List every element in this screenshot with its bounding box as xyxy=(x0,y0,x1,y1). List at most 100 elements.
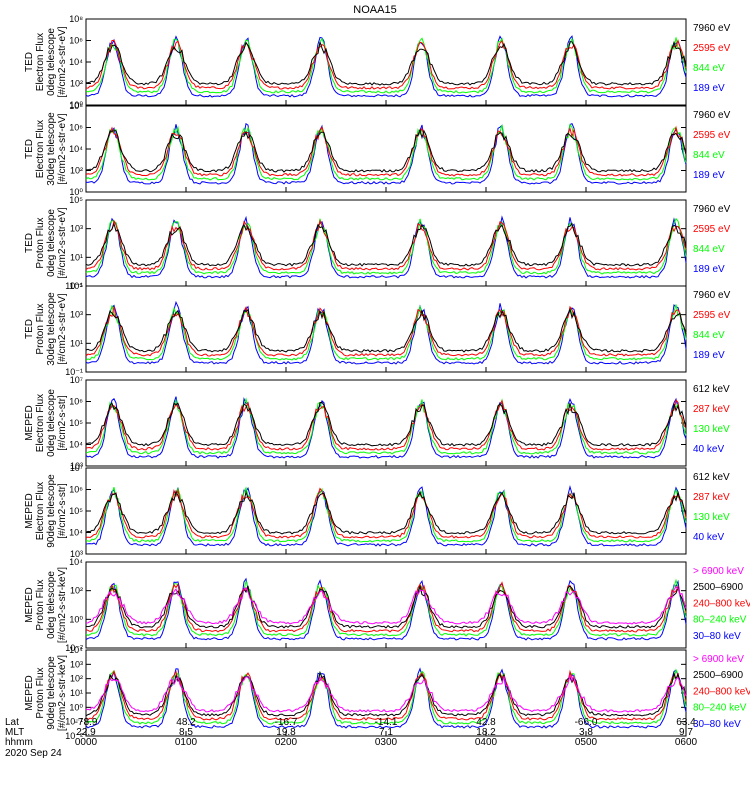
chart-title: NOAA15 xyxy=(353,4,396,16)
y-tick-label: 10⁴ xyxy=(69,528,83,538)
x-tick-hhmm: 0000 xyxy=(75,737,98,748)
x-tick-mlt: 19.8 xyxy=(276,727,296,738)
y-tick-label: 10¹ xyxy=(70,338,83,348)
panel-3: 10⁻¹ 10¹ 10³ 10⁵ TED Proton Flux 0deg telescop… xyxy=(24,195,731,291)
x-date: 2020 Sep 24 xyxy=(5,748,62,759)
series-line-magenta xyxy=(85,673,687,713)
legend-entry: 2595 eV xyxy=(693,310,731,321)
y-axis-label-line: TED xyxy=(24,139,35,159)
x-row-label-mlt: MLT xyxy=(5,727,24,738)
y-axis-label-line: [#/cm2-s-str-keV] xyxy=(57,655,68,731)
y-tick-label: 10² xyxy=(70,79,83,89)
y-tick-label: 10⁻¹ xyxy=(65,367,83,377)
y-tick-label: 10³ xyxy=(70,461,83,471)
series-line-blue xyxy=(85,35,687,98)
panel-1: 10⁰ 10² 10⁴ 10⁶ 10⁸ TED Electron Flux 0deg tele… xyxy=(24,14,731,110)
legend-entry: 7960 eV xyxy=(693,204,731,215)
panel-6: 10³ 10⁴ 10⁵ 10⁶ 10⁷ MEPED Electron Flux 90deg t… xyxy=(24,463,730,559)
y-tick-label: 10² xyxy=(70,586,83,596)
y-tick-label: 10⁻² xyxy=(65,643,83,653)
y-tick-label: 10⁷ xyxy=(70,463,83,473)
legend-entry: 189 eV xyxy=(693,264,725,275)
x-tick-mlt: 9.7 xyxy=(679,727,693,738)
y-axis-label-line: TED xyxy=(24,319,35,339)
series-line-black xyxy=(85,222,687,267)
y-axis-label-line: Electron Flux xyxy=(35,33,46,91)
series-line-black xyxy=(85,670,687,717)
series-line-red xyxy=(85,581,687,633)
y-tick-label: 10⁰ xyxy=(69,187,83,197)
x-tick-lat: -14.1 xyxy=(375,717,398,728)
series-line-black xyxy=(85,489,687,535)
legend-entry: 189 eV xyxy=(693,350,725,361)
legend-entry: 2595 eV xyxy=(693,224,731,235)
x-tick-lat: -16.7 xyxy=(275,717,298,728)
y-tick-label: 10² xyxy=(70,674,83,684)
y-axis-label-line: Proton Flux xyxy=(35,667,46,718)
legend-entry: 80–240 keV xyxy=(693,615,747,626)
panel-5: 10³ 10⁴ 10⁵ 10⁶ 10⁷ MEPED Electron Flux 0deg te… xyxy=(24,375,730,471)
y-tick-label: 10³ xyxy=(70,549,83,559)
legend-entry: 2500–6900 xyxy=(693,670,743,681)
series-line-green xyxy=(85,397,687,455)
y-axis-label-line: MEPED xyxy=(24,405,35,441)
panel-7: 10⁻² 10⁰ 10² 10⁴ MEPED Proton Flux 0deg telesc… xyxy=(24,557,750,653)
series-line-green xyxy=(85,304,687,361)
series-line-blue xyxy=(85,300,687,365)
series-line-red xyxy=(85,219,687,271)
panel-2: 10⁰ 10² 10⁴ 10⁶ 10⁸ TED Electron Flux 30deg tel… xyxy=(24,101,731,197)
legend-entry: 2500–6900 xyxy=(693,582,743,593)
legend-entry: 40 keV xyxy=(693,532,724,543)
y-axis-label-line: Electron Flux xyxy=(35,120,46,178)
y-axis-label-line: MEPED xyxy=(24,675,35,711)
legend-entry: 2595 eV xyxy=(693,130,731,141)
x-tick-lat: -66.0 xyxy=(575,717,598,728)
y-tick-label: 10⁴ xyxy=(69,144,83,154)
y-axis-label-line: TED xyxy=(24,52,35,72)
y-tick-label: 10⁻¹ xyxy=(65,717,83,727)
x-row-label-hhmm: hhmm xyxy=(5,737,33,748)
series-line-black xyxy=(85,40,687,86)
y-axis-label-line: 90deg telescope xyxy=(46,656,57,730)
series-line-blue xyxy=(85,577,687,641)
series-line-blue xyxy=(85,122,687,185)
legend-entry: 287 keV xyxy=(693,492,730,503)
y-tick-label: 10⁴ xyxy=(69,557,83,567)
series-line-green xyxy=(85,37,687,94)
y-tick-label: 10⁰ xyxy=(69,100,83,110)
y-axis-label-line: [#/cm2-s-str] xyxy=(57,483,68,539)
x-tick-mlt: 22.9 xyxy=(76,727,96,738)
y-axis-label-line: MEPED xyxy=(24,493,35,529)
legend-entry: 30–80 keV xyxy=(693,719,741,730)
y-tick-label: 10⁴ xyxy=(69,57,83,67)
series-line-green xyxy=(85,123,687,181)
legend-entry: 30–80 keV xyxy=(693,631,741,642)
legend-entry: 844 eV xyxy=(693,244,725,255)
x-tick-mlt: 3.8 xyxy=(579,727,593,738)
y-tick-label: 10⁶ xyxy=(69,485,83,495)
x-tick-lat: 48.2 xyxy=(176,717,196,728)
x-axis: Lat MLT hhmm 2020 Sep 24 xyxy=(5,717,62,759)
legend-entry: 240–800 keV xyxy=(693,686,750,697)
legend-entry: 80–240 keV xyxy=(693,703,747,714)
legend-entry: 287 keV xyxy=(693,404,730,415)
y-axis-label-line: [#/cm2-s-str-eV] xyxy=(57,113,68,184)
legend-entry: 2595 eV xyxy=(693,43,731,54)
y-tick-label: 10⁰ xyxy=(69,702,83,712)
y-axis-label-line: 0deg telescope xyxy=(46,28,57,96)
series-line-red xyxy=(85,487,687,539)
x-tick-lat: 63.4 xyxy=(676,717,696,728)
y-axis-label-line: Electron Flux xyxy=(35,394,46,452)
legend-entry: 189 eV xyxy=(693,83,725,94)
legend-entry: 189 eV xyxy=(693,170,725,181)
x-tick-lat: -78.9 xyxy=(75,717,98,728)
x-tick-hhmm: 0100 xyxy=(175,737,198,748)
x-tick-mlt: 18.2 xyxy=(476,727,496,738)
y-tick-label: 10¹ xyxy=(70,252,83,262)
legend-entry: 130 keV xyxy=(693,424,730,435)
panel-frame xyxy=(85,379,687,467)
x-tick-hhmm: 0600 xyxy=(675,737,698,748)
legend-entry: > 6900 keV xyxy=(693,654,744,665)
series-line-green xyxy=(85,578,687,637)
series-line-blue xyxy=(85,215,687,279)
